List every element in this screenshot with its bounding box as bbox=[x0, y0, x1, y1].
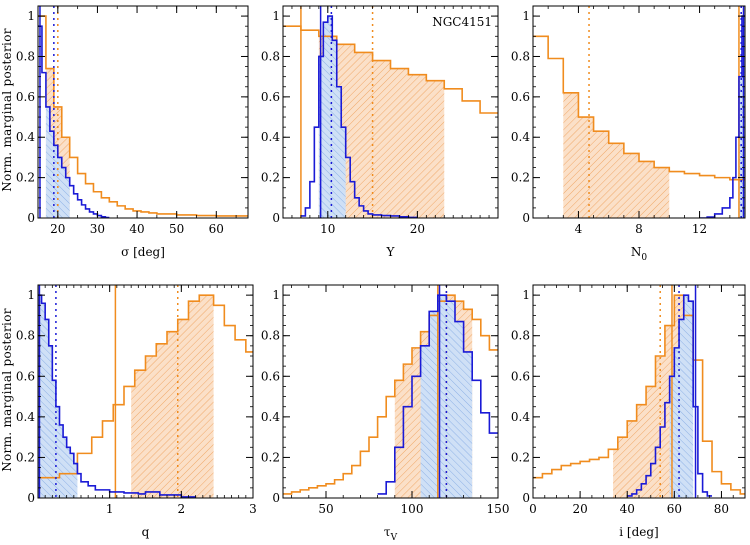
x-tick-label: 2 bbox=[178, 502, 186, 516]
y-tick-label: 0 bbox=[522, 491, 530, 505]
blue-histogram bbox=[627, 294, 713, 497]
x-tick-label: 10 bbox=[320, 222, 335, 236]
y-tick-label: 1 bbox=[272, 9, 280, 23]
x-tick-label: 20 bbox=[50, 222, 65, 236]
plot-area bbox=[38, 285, 253, 498]
blue-histogram bbox=[38, 294, 196, 498]
y-tick-label: 0.2 bbox=[261, 450, 280, 464]
y-tick-label: 0.8 bbox=[511, 329, 530, 343]
x-tick-label: 80 bbox=[714, 502, 729, 516]
blue-credible-region bbox=[669, 295, 694, 498]
x-tick-label: 20 bbox=[410, 222, 425, 236]
y-tick-label: 1 bbox=[522, 288, 530, 302]
y-tick-label: 0.6 bbox=[511, 90, 530, 104]
x-axis-label: N0 bbox=[631, 245, 648, 263]
blue-histogram bbox=[300, 15, 418, 218]
y-tick-label: 0 bbox=[272, 211, 280, 225]
axes-frame bbox=[282, 284, 499, 499]
orange-histogram bbox=[38, 294, 253, 479]
blue-histogram bbox=[699, 15, 745, 218]
y-tick-label: 0.2 bbox=[511, 171, 530, 185]
plot-area bbox=[283, 285, 498, 498]
y-tick-label: 0.6 bbox=[261, 369, 280, 383]
plot-area bbox=[283, 6, 498, 218]
x-tick-label: 3 bbox=[249, 502, 257, 516]
y-tick-label: 0.8 bbox=[511, 49, 530, 63]
x-tick-label: 0 bbox=[529, 502, 537, 516]
y-tick-label: 0.4 bbox=[261, 130, 280, 144]
blue-histogram bbox=[377, 294, 498, 495]
x-axis-label: q bbox=[142, 525, 150, 539]
orange-credible-region bbox=[563, 92, 670, 218]
x-tick-label: 150 bbox=[487, 502, 510, 516]
blue-credible-region bbox=[38, 295, 78, 498]
y-tick-label: 0.8 bbox=[16, 49, 35, 63]
y-tick-label: 1 bbox=[27, 288, 35, 302]
panel-y: 10 20 0 0.2 0.4 0.6 0.8 1 Y NGC4151 bbox=[261, 5, 499, 259]
y-tick-label: 0.2 bbox=[16, 450, 35, 464]
x-tick-label: 60 bbox=[209, 222, 224, 236]
plot-area bbox=[38, 6, 248, 218]
y-tick-label: 0.8 bbox=[261, 49, 280, 63]
y-tick-label: 0.2 bbox=[261, 171, 280, 185]
y-tick-label: 0.6 bbox=[261, 90, 280, 104]
orange-histogram bbox=[38, 15, 248, 217]
orange-credible-region bbox=[131, 295, 214, 498]
x-axis-label: σ [deg] bbox=[121, 245, 165, 259]
y-tick-label: 0.8 bbox=[261, 329, 280, 343]
x-axis-label: i [deg] bbox=[619, 525, 658, 539]
y-tick-label: 1 bbox=[522, 9, 530, 23]
y-tick-label: 0.4 bbox=[511, 130, 530, 144]
orange-histogram bbox=[533, 294, 745, 495]
y-tick-label: 0 bbox=[522, 211, 530, 225]
x-tick-label: 20 bbox=[572, 502, 587, 516]
y-tick-label: 0.6 bbox=[511, 369, 530, 383]
y-tick-label: 0.8 bbox=[16, 329, 35, 343]
y-tick-label: 0 bbox=[27, 491, 35, 505]
orange-histogram bbox=[533, 35, 745, 181]
y-tick-label: 0.2 bbox=[16, 171, 35, 185]
y-tick-label: 0.4 bbox=[511, 410, 530, 424]
y-tick-label: 0.6 bbox=[16, 90, 35, 104]
y-tick-label: 0.4 bbox=[16, 130, 35, 144]
panel-q: 1 2 3 0 0.2 0.4 0.6 0.8 1 q bbox=[16, 284, 257, 539]
x-tick-label: 40 bbox=[620, 502, 635, 516]
x-tick-label: 8 bbox=[635, 222, 643, 236]
x-axis-label: τV bbox=[384, 525, 398, 543]
x-tick-label: 60 bbox=[667, 502, 682, 516]
y-tick-label: 0.4 bbox=[16, 410, 35, 424]
y-tick-label: 0 bbox=[272, 491, 280, 505]
blue-credible-region bbox=[420, 295, 473, 498]
plot-area bbox=[533, 285, 745, 498]
x-tick-label: 12 bbox=[692, 222, 707, 236]
x-tick-label: 1 bbox=[106, 502, 114, 516]
x-tick-label: 40 bbox=[129, 222, 144, 236]
x-tick-label: 4 bbox=[575, 222, 583, 236]
panel-sigma: 20 30 40 50 60 0 0.2 0.4 0.6 0.8 1 σ [deg] bbox=[16, 5, 249, 259]
y-axis-label-top: Norm. marginal posterior bbox=[0, 28, 14, 192]
plot-area bbox=[533, 6, 745, 218]
y-tick-label: 1 bbox=[272, 288, 280, 302]
y-tick-label: 1 bbox=[27, 9, 35, 23]
y-axis-label-bottom: Norm. marginal posterior bbox=[0, 308, 14, 472]
y-tick-label: 0.6 bbox=[16, 369, 35, 383]
x-axis-label: Y bbox=[386, 245, 396, 259]
y-tick-label: 0 bbox=[27, 211, 35, 225]
x-tick-label: 50 bbox=[318, 502, 333, 516]
orange-histogram bbox=[283, 25, 498, 114]
x-tick-label: 100 bbox=[401, 502, 424, 516]
panel-n0: 4 8 12 0 0.2 0.4 0.6 0.8 1 N0 bbox=[511, 5, 746, 263]
y-tick-label: 0.4 bbox=[261, 410, 280, 424]
x-tick-label: 50 bbox=[169, 222, 184, 236]
orange-histogram bbox=[283, 294, 498, 495]
panel-tauv: 50 100 150 0 0.2 0.4 0.6 0.8 1 τV bbox=[261, 284, 510, 543]
blue-credible-region bbox=[318, 16, 346, 218]
galaxy-annotation: NGC4151 bbox=[432, 15, 492, 29]
axes-frame bbox=[37, 5, 249, 219]
y-tick-label: 0.2 bbox=[511, 450, 530, 464]
x-tick-label: 30 bbox=[90, 222, 105, 236]
panel-inclination: 0 20 40 60 80 0 0.2 0.4 0.6 0.8 1 i [deg] bbox=[511, 284, 746, 539]
